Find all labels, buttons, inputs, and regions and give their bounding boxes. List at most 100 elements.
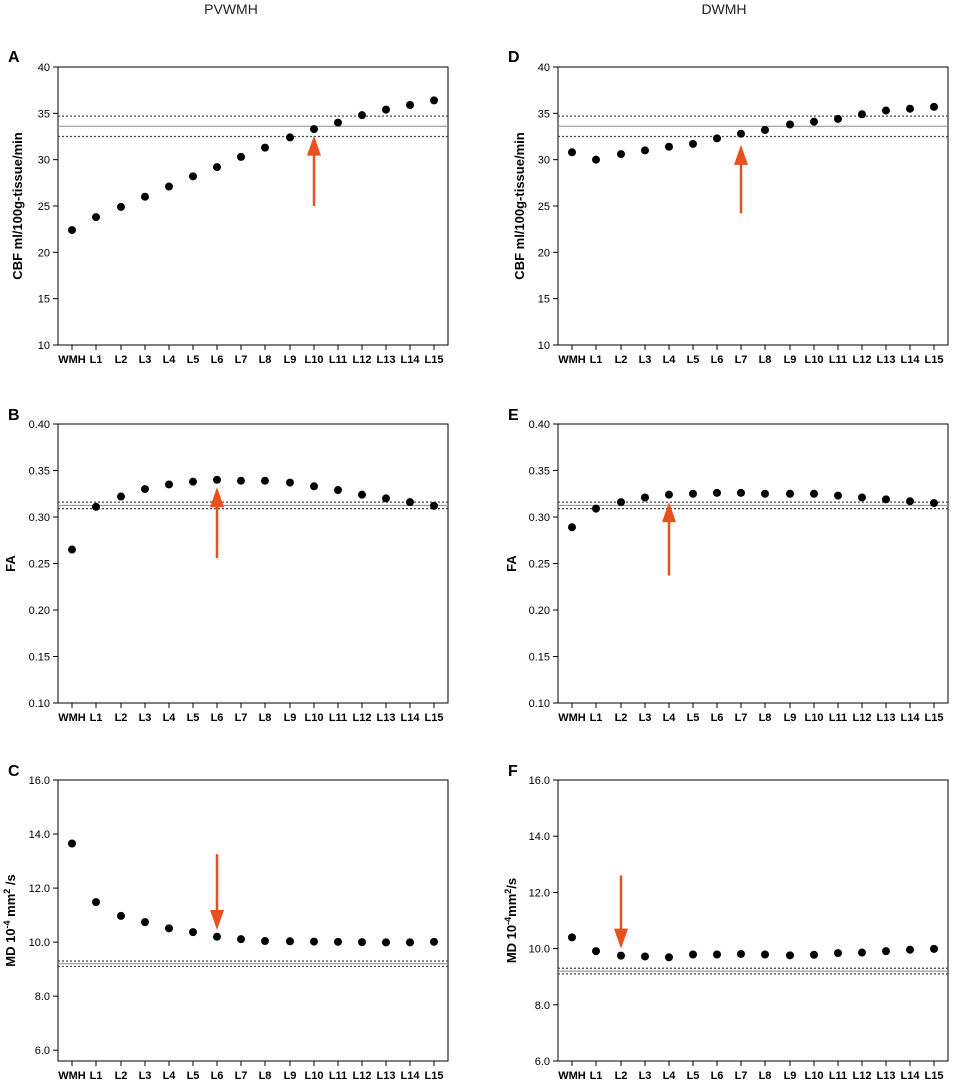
- y-tick-label: 35: [38, 108, 50, 120]
- chart-panel-d: D 10 15 20 25 30 35 40 WMH L1 L2 L3 L4 L5 L6 L7 L8 L9 L10 L…: [508, 49, 949, 366]
- x-tick-label: L3: [639, 354, 652, 366]
- data-point-l10: [810, 950, 818, 959]
- data-point-l10: [310, 482, 318, 491]
- data-point-l13: [882, 495, 890, 504]
- data-point-l1: [592, 947, 600, 956]
- x-tick-label: L13: [377, 712, 396, 724]
- data-point-l8: [761, 126, 769, 135]
- data-point-l9: [786, 120, 794, 129]
- x-tick-label: L11: [829, 712, 847, 724]
- x-tick-label: WMH: [58, 354, 86, 366]
- data-point-l1: [92, 502, 100, 511]
- arrow-icon: [307, 135, 321, 206]
- data-point-l3: [641, 952, 649, 961]
- x-tick-label: L13: [877, 354, 896, 366]
- data-point-l6: [713, 488, 721, 497]
- panel-letter: D: [508, 49, 520, 66]
- data-point-l4: [165, 480, 173, 489]
- x-tick-label: WMH: [558, 354, 586, 366]
- y-tick-label: 16.0: [529, 775, 550, 787]
- arrow-icon: [210, 487, 224, 558]
- x-tick-label: L2: [615, 712, 628, 724]
- chart-panel-f: F 6.0 8.0 10.0 12.0 14.0 16.0 WMH L1 L2 L3 L4 L5 L6 L7…: [503, 763, 949, 1082]
- y-tick-label: 25: [38, 201, 50, 213]
- plot-frame: [57, 423, 449, 704]
- data-point-l11: [334, 937, 342, 946]
- x-tick-label: L12: [853, 712, 872, 724]
- data-point-wmh: [68, 226, 76, 235]
- x-tick-label: L11: [829, 354, 847, 366]
- y-tick-label: 10: [38, 340, 50, 352]
- x-tick-label: L10: [805, 1070, 824, 1082]
- x-tick-label: L13: [377, 354, 396, 366]
- x-tick-label: L7: [235, 712, 248, 724]
- data-point-l14: [906, 104, 914, 113]
- data-point-l12: [858, 493, 866, 502]
- x-tick-label: L14: [401, 354, 421, 366]
- data-point-l5: [689, 489, 697, 498]
- x-tick-label: L8: [259, 354, 272, 366]
- y-tick-label: 14.0: [529, 831, 550, 843]
- x-tick-label: L5: [187, 354, 200, 366]
- x-tick-label: L2: [115, 354, 128, 366]
- data-point-l15: [930, 102, 938, 111]
- y-tick-label: 15: [538, 294, 550, 306]
- y-tick-label: 0.35: [29, 466, 50, 478]
- x-tick-label: L4: [163, 354, 177, 366]
- x-tick-label: L14: [901, 354, 921, 366]
- x-tick-label: L10: [305, 354, 324, 366]
- x-tick-label: L12: [353, 354, 372, 366]
- x-tick-label: L15: [425, 712, 444, 724]
- x-tick-label: L4: [163, 712, 177, 724]
- x-tick-label: L15: [925, 712, 944, 724]
- x-tick-label: L6: [711, 1070, 724, 1082]
- y-tick-label: 10.0: [29, 937, 50, 949]
- x-tick-label: L7: [735, 1070, 748, 1082]
- data-point-l15: [430, 937, 438, 946]
- x-tick-label: L14: [901, 712, 921, 724]
- y-tick-label: 0.15: [29, 652, 50, 664]
- data-point-l5: [689, 139, 697, 148]
- y-tick-label: 30: [38, 155, 50, 167]
- data-point-l8: [261, 143, 269, 152]
- arrow-icon: [734, 144, 748, 214]
- x-tick-label: WMH: [558, 712, 586, 724]
- x-tick-label: L1: [590, 1070, 603, 1082]
- y-tick-label: 30: [538, 155, 550, 167]
- data-point-l12: [858, 110, 866, 119]
- x-tick-label: L7: [235, 1070, 248, 1082]
- chart-panel-c: C 6.0 8.0 10.0 12.0 14.0 16.0 WMH L1 L2 L3 L4 L5 L6 L7…: [2, 763, 449, 1082]
- data-point-l2: [117, 911, 125, 920]
- data-point-l3: [641, 146, 649, 155]
- y-axis-label: CBF ml/100g-tissue/min: [512, 132, 527, 279]
- data-point-l6: [713, 134, 721, 143]
- data-point-l7: [737, 129, 745, 138]
- x-tick-label: L3: [139, 1070, 152, 1082]
- data-point-l6: [213, 475, 221, 484]
- panel-letter: F: [508, 763, 518, 780]
- y-tick-label: 8.0: [35, 991, 50, 1003]
- data-point-l3: [141, 918, 149, 927]
- data-point-l4: [165, 182, 173, 191]
- x-tick-label: L8: [759, 354, 772, 366]
- data-point-l14: [406, 100, 414, 109]
- data-point-wmh: [68, 839, 76, 848]
- x-tick-label: L7: [235, 354, 248, 366]
- x-tick-label: L4: [663, 1070, 677, 1082]
- x-tick-label: L13: [377, 1070, 396, 1082]
- x-tick-label: L11: [329, 712, 347, 724]
- data-point-l3: [141, 485, 149, 494]
- y-axis-label: CBF ml/100g-tissue/min: [10, 132, 25, 279]
- x-tick-label: L7: [735, 354, 748, 366]
- y-tick-label: 40: [538, 62, 550, 74]
- plot-frame: [557, 423, 949, 704]
- x-tick-label: L2: [115, 1070, 128, 1082]
- y-axis-label: FA: [504, 555, 519, 572]
- x-tick-label: L3: [639, 1070, 652, 1082]
- x-tick-label: L4: [663, 354, 677, 366]
- y-axis-label-part: /s: [3, 874, 18, 888]
- y-tick-label: 0.35: [529, 466, 550, 478]
- x-tick-label: L10: [805, 354, 824, 366]
- data-point-l13: [382, 938, 390, 947]
